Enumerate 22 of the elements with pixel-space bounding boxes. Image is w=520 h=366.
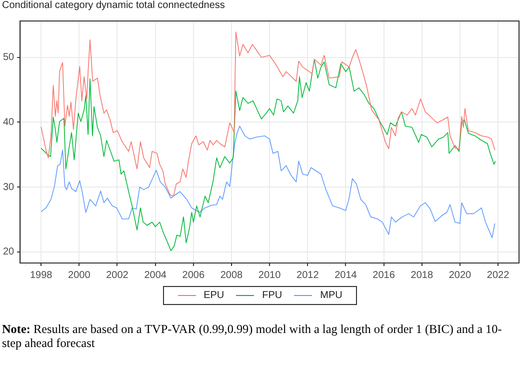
x-tick-label: 2006 — [182, 270, 205, 281]
legend-label: MPU — [320, 290, 342, 301]
x-tick-label: 1998 — [30, 270, 53, 281]
legend-label: EPU — [204, 290, 224, 301]
x-tick-label: 2008 — [220, 270, 244, 281]
y-tick-label: 30 — [3, 182, 15, 193]
y-tick-label: 50 — [3, 52, 15, 64]
text: Note: Results are based on a TVP-VAR (0.99,0.99) model with a lag length of order 1 (BIC) and a 10-step ahead forecast — [2, 322, 502, 350]
x-tick-label: 2022 — [486, 270, 510, 281]
legend-label: FPU — [262, 290, 282, 301]
x-tick-label: 2018 — [410, 270, 434, 281]
x-tick-label: 2020 — [448, 270, 472, 281]
y-tick-label: 40 — [3, 116, 15, 128]
x-tick-label: 2000 — [68, 270, 91, 281]
chart-title: Conditional category dynamic total connectedness — [2, 0, 225, 11]
x-tick-label: 2004 — [144, 270, 167, 281]
y-tick-label: 20 — [3, 246, 15, 258]
x-tick-label: 2010 — [258, 270, 282, 281]
x-tick-label: 2012 — [296, 270, 320, 281]
x-tick-label: 2016 — [372, 270, 396, 281]
x-tick-label: 2014 — [334, 270, 358, 281]
x-tick-label: 2002 — [106, 270, 129, 281]
